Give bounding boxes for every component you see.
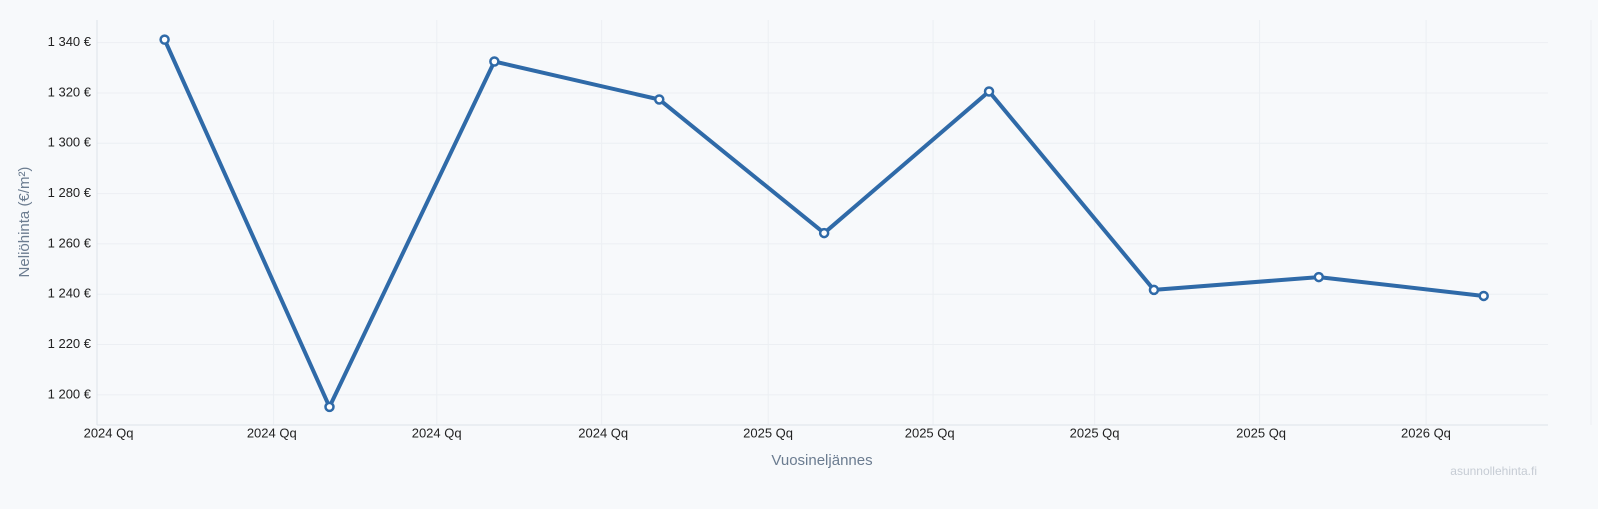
point: [983, 86, 995, 97]
y-tick-label: 1 340 €: [48, 34, 92, 49]
point: [489, 56, 500, 67]
point: [159, 34, 170, 45]
x-tick-label: 2024 Qq: [247, 425, 297, 440]
point: [818, 227, 830, 239]
x-tick-label: 2025 Qq: [743, 425, 793, 440]
watermark: asunnollehinta.fi: [1450, 464, 1537, 478]
point: [654, 94, 665, 105]
point: [1148, 284, 1160, 296]
y-tick-label: 1 260 €: [48, 235, 92, 250]
x-tick-label: 2025 Qq: [905, 425, 955, 440]
y-tick-label: 1 200 €: [48, 386, 92, 401]
point: [324, 401, 335, 413]
x-tick-label: 2025 Qq: [1236, 425, 1286, 440]
line: [162, 38, 1484, 409]
y-tick-label: 1 300 €: [48, 135, 92, 150]
y-tick-label: 1 280 €: [48, 185, 92, 200]
point: [1478, 290, 1489, 302]
y-tick-label: 1 240 €: [48, 286, 92, 301]
y-tick-label: 1 220 €: [48, 336, 92, 351]
x-tick-label: 2026 Qq: [1401, 425, 1451, 440]
point: [1313, 271, 1325, 283]
x-tick-label: 2025 Qq: [1070, 425, 1120, 440]
x-axis-label: Vuosineljännes: [771, 452, 872, 469]
x-tick-label: 2024 Qq: [578, 425, 628, 440]
y-axis-label: Neliöhinta (€/m²): [16, 167, 33, 278]
y-tick-label: 1 320 €: [48, 84, 92, 99]
x-tick-label: 2024 Qq: [84, 425, 134, 440]
x-tick-label: 2024 Qq: [412, 425, 462, 440]
